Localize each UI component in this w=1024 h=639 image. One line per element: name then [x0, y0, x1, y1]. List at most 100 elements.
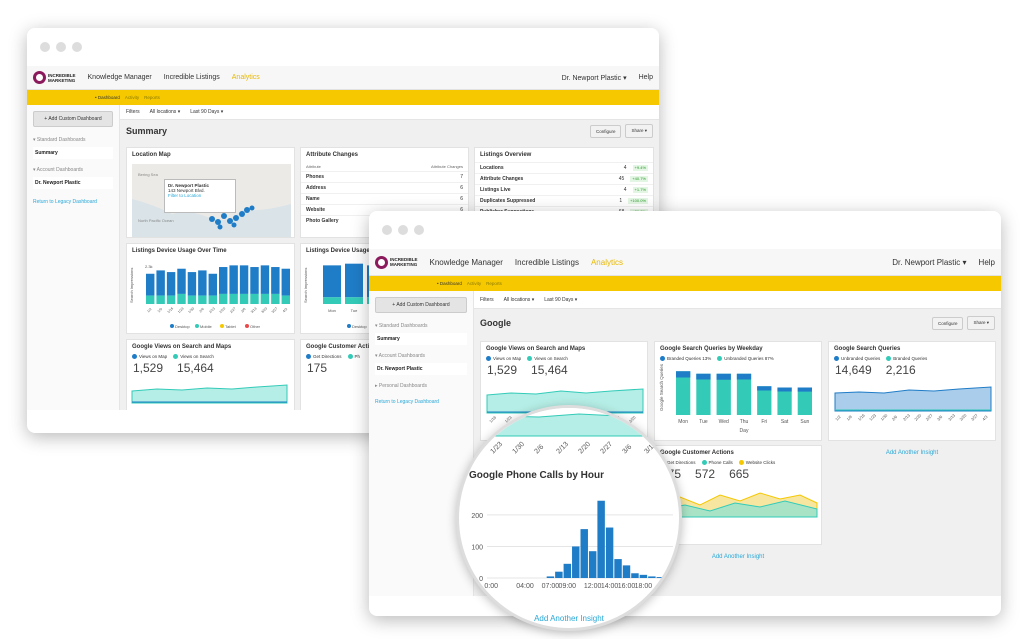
card-title: Listings Device Usage [306, 248, 370, 254]
add-insight-link[interactable]: Add Another Insight [534, 614, 604, 623]
brand-logo[interactable]: INCREDIBLE MARKETING [33, 71, 76, 84]
locations-dropdown[interactable]: All locations ▾ [503, 296, 535, 303]
legacy-dashboard-link[interactable]: Return to Legacy Dashboard [375, 399, 439, 405]
add-custom-dashboard-button[interactable]: + Add Custom Dashboard [375, 297, 467, 313]
add-insight-link[interactable]: Add Another Insight [885, 450, 939, 456]
nav-knowledge-manager[interactable]: Knowledge Manager [429, 257, 503, 267]
subnav-reports[interactable]: Reports [486, 281, 502, 286]
x-tick-label: 2/20 [219, 306, 227, 314]
nav-knowledge-manager[interactable]: Knowledge Manager [87, 74, 152, 81]
y-axis-label: Search Impressions [303, 268, 308, 303]
legacy-dashboard-link[interactable]: Return to Legacy Dashboard [33, 199, 97, 205]
legend-dot [347, 354, 353, 359]
row-value: 4 [623, 187, 627, 193]
locations-dropdown[interactable]: All locations ▾ [149, 109, 181, 115]
location-map-card: Location Map Bering Sea North Pacific Oc… [126, 147, 295, 238]
user-menu[interactable]: Dr. Newport Plastic ▾ [892, 257, 967, 267]
row-label: Phones [306, 174, 325, 180]
bar-unbranded [777, 387, 792, 415]
nav-analytics[interactable]: Analytics [590, 257, 623, 267]
sidebar-item-account[interactable]: Dr. Newport Plastic [375, 363, 467, 375]
sidebar-account-heading[interactable]: ▾ Account Dashboards [33, 167, 84, 173]
account-label: Account Dashboards [36, 167, 84, 173]
map-popup: Dr. Newport Plastic 143 Newport Blvd. Filt… [164, 179, 236, 213]
configure-button[interactable]: Configure [931, 316, 964, 330]
subnav-activity[interactable]: Activity [466, 281, 482, 286]
bar-mobile [250, 293, 259, 304]
add-insight-link[interactable]: Add Another Insight [711, 554, 765, 560]
add-custom-dashboard-button[interactable]: + Add Custom Dashboard [33, 111, 113, 127]
bar-mobile [260, 293, 270, 304]
filter-to-location-link[interactable]: Filter to Location [168, 193, 202, 198]
phone-calls-title: Google Phone Calls by Hour [469, 470, 605, 481]
card-title: Listings Device Usage Over Time [132, 248, 227, 254]
locations-value: All locations [503, 296, 531, 303]
table-row: Locations 4 +9.4% [475, 162, 653, 173]
nav-incredible-listings[interactable]: Incredible Listings [514, 257, 579, 267]
brand-logo[interactable]: INCREDIBLE MARKETING [375, 255, 418, 269]
row-label: Locations [480, 165, 504, 171]
x-tick-label: 2/27 [925, 412, 935, 422]
table-row: Listings Live 4 +1.7% [475, 184, 653, 195]
sidebar-item-summary[interactable]: Summary [375, 333, 467, 345]
x-tick-label: 3/27 [271, 306, 279, 314]
card-title: Google Search Queries by Weekday [660, 346, 763, 352]
nav-incredible-listings[interactable]: Incredible Listings [163, 74, 220, 81]
range-dropdown[interactable]: Last 90 Days ▾ [190, 109, 224, 115]
nav-analytics[interactable]: Analytics [231, 74, 260, 81]
help-link[interactable]: Help [978, 257, 995, 267]
account-label: Account Dashboards [378, 353, 426, 359]
subnav-reports[interactable]: Reports [144, 95, 160, 100]
x-tick-label: 3/6 [621, 444, 633, 456]
configure-button[interactable]: Configure [589, 124, 622, 138]
bar-mobile [187, 295, 197, 304]
views-on-search-value: 15,464 [177, 361, 214, 375]
add-insight-slot[interactable]: Add Another Insight [828, 445, 996, 465]
location-map[interactable]: Bering Sea North Pacific Ocean Dr. Newpo… [132, 164, 291, 237]
legend-dot [170, 324, 174, 328]
phone-calls-bar-chart: 0 100 200 0:00 04:00 07:00 09:00 12:00 14:00 16:0… [471, 500, 676, 590]
legend-label: Unbranded Queries [841, 356, 881, 361]
bar-mobile [323, 297, 341, 304]
window-dot [398, 225, 408, 235]
bar [572, 546, 580, 578]
subnav-activity[interactable]: Activity [124, 95, 140, 100]
legend-dot [173, 354, 179, 359]
subnav-dashboard[interactable]: • Dashboard [95, 95, 120, 100]
bar-desktop [229, 265, 238, 294]
table-row: Address 6 [301, 182, 468, 193]
x-tick-label: 1/30 [511, 441, 526, 456]
sidebar-account-heading[interactable]: ▾ Account Dashboards [375, 353, 426, 359]
help-link[interactable]: Help [638, 74, 653, 81]
change-badge: +9.4% [632, 165, 648, 171]
share-button[interactable]: Share ▾ [625, 124, 653, 138]
sidebar-personal-heading[interactable]: ▸ Personal Dashboards [375, 383, 427, 389]
x-tick-label: 3/13 [643, 441, 658, 456]
col-attribute-changes[interactable]: Attribute Changes [430, 164, 463, 169]
row-label: Attribute Changes [480, 176, 524, 182]
bar-mobile [198, 295, 207, 304]
legend-dot [132, 354, 137, 359]
customer-actions-area-chart [660, 492, 818, 518]
bar-unbranded [736, 373, 752, 415]
sidebar-item-account[interactable]: Dr. Newport Plastic [33, 177, 113, 189]
share-button[interactable]: Share ▾ [967, 316, 995, 330]
subnav-dashboard[interactable]: • Dashboard [437, 281, 462, 286]
add-insight-slot[interactable]: Add Another Insight [654, 549, 822, 569]
x-tick-label: 1/30 [879, 412, 889, 422]
x-tick-label: 2/13 [555, 441, 570, 456]
sidebar-standard-heading[interactable]: ▾ Standard Dashboards [375, 323, 428, 329]
bar-branded [757, 386, 772, 391]
row-label: Photo Gallery [306, 218, 339, 224]
bar-desktop [187, 272, 197, 296]
views-on-search-value: 15,464 [531, 363, 568, 377]
locations-value: All locations [149, 109, 177, 115]
user-menu[interactable]: Dr. Newport Plastic ▾ [561, 74, 627, 82]
sidebar-standard-heading[interactable]: ▾ Standard Dashboards [33, 137, 86, 143]
x-tick-label: Sun [800, 419, 809, 425]
bar-unbranded [716, 373, 731, 415]
bar [605, 527, 614, 578]
filter-bar: Filters All locations ▾ Last 90 Days ▾ [474, 291, 1001, 309]
sidebar-item-summary[interactable]: Summary [33, 147, 113, 159]
range-dropdown[interactable]: Last 90 Days ▾ [544, 296, 578, 303]
